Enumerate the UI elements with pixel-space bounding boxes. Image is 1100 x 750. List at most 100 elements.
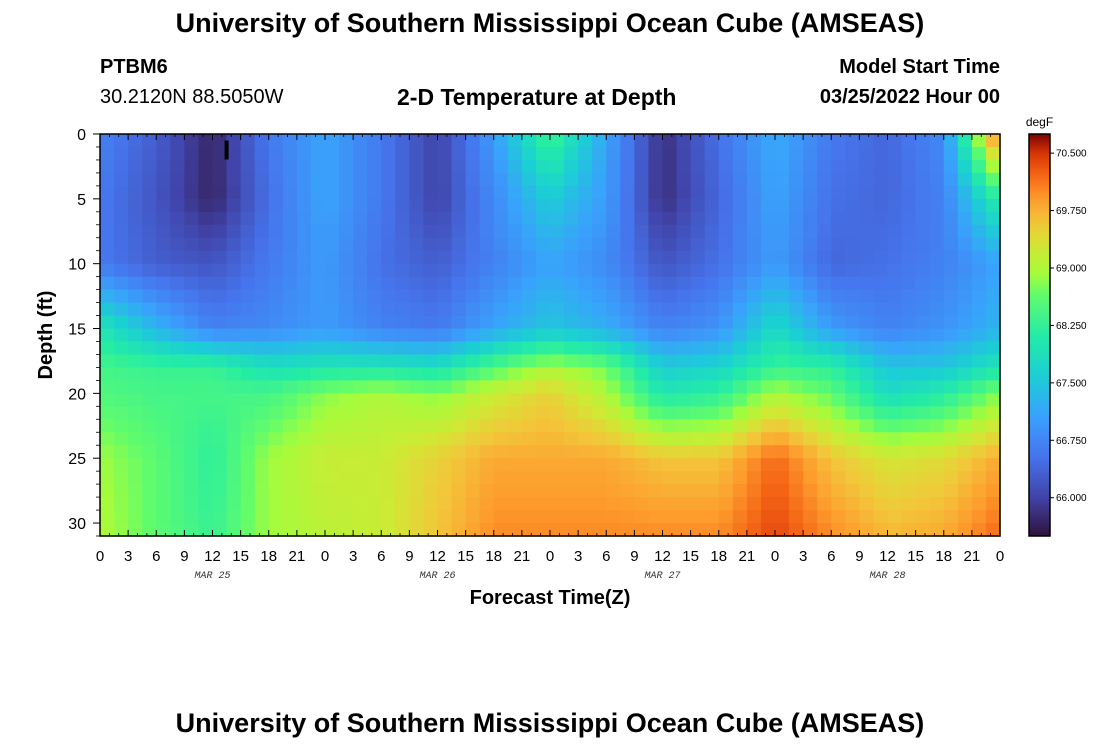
heatmap-cell xyxy=(831,393,846,407)
heatmap-cell xyxy=(381,159,396,174)
heatmap-cell xyxy=(451,393,467,407)
heatmap-cell xyxy=(451,172,467,187)
heatmap-cell xyxy=(296,419,312,433)
heatmap-cell xyxy=(957,406,973,420)
heatmap-cell xyxy=(704,432,720,446)
heatmap-cell xyxy=(957,146,973,161)
heatmap-cell xyxy=(437,510,453,524)
heatmap-cell xyxy=(929,445,945,459)
heatmap-cell xyxy=(901,172,917,187)
heatmap-cell xyxy=(634,250,650,265)
heatmap-cell xyxy=(282,276,298,291)
heatmap-cell xyxy=(985,276,1001,291)
heatmap-cell xyxy=(339,523,354,537)
heatmap-cell xyxy=(648,341,664,356)
heatmap-cell xyxy=(310,406,326,420)
heatmap-cell xyxy=(803,497,818,511)
x-tick-label: 21 xyxy=(739,548,756,565)
heatmap-cell xyxy=(985,497,1001,511)
heatmap-cell xyxy=(704,393,720,407)
heatmap-cell xyxy=(775,315,790,330)
heatmap-cell xyxy=(493,302,509,317)
heatmap-cell xyxy=(873,263,889,278)
x-tick-label: 15 xyxy=(232,548,249,565)
heatmap-cell xyxy=(156,146,171,161)
heatmap-cell xyxy=(395,497,410,511)
heatmap-cell xyxy=(381,276,396,291)
heatmap-cell xyxy=(985,458,1001,472)
heatmap-cell xyxy=(606,497,621,511)
heatmap-cell xyxy=(985,484,1001,498)
heatmap-cell xyxy=(915,354,931,369)
heatmap-cell xyxy=(887,237,903,252)
heatmap-cell xyxy=(170,263,185,278)
heatmap-cell xyxy=(592,523,607,537)
heatmap-cell xyxy=(746,185,762,200)
heatmap-cell xyxy=(648,523,664,537)
heatmap-cell xyxy=(451,341,467,356)
heatmap-cell xyxy=(353,276,368,291)
heatmap-cell xyxy=(690,497,706,511)
heatmap-cell xyxy=(550,159,565,174)
heatmap-cell xyxy=(465,510,481,524)
heatmap-cell xyxy=(226,224,242,239)
heatmap-cell xyxy=(367,328,382,343)
heatmap-cell xyxy=(662,484,678,498)
heatmap-cell xyxy=(943,250,959,265)
heatmap-cell xyxy=(971,445,987,459)
heatmap-cell xyxy=(535,276,551,291)
heatmap-cell xyxy=(128,134,143,148)
heatmap-cell xyxy=(437,419,453,433)
heatmap-cell xyxy=(451,419,467,433)
heatmap-cell xyxy=(521,328,537,343)
heatmap-cell xyxy=(240,419,256,433)
heatmap-cell xyxy=(212,393,228,407)
heatmap-cell xyxy=(718,237,734,252)
heatmap-cell xyxy=(760,263,776,278)
x-tick-label: 0 xyxy=(546,548,554,565)
date-label: MAR 25 xyxy=(194,571,230,582)
heatmap-cell xyxy=(831,484,846,498)
heatmap-cell xyxy=(100,458,115,472)
heatmap-cell xyxy=(226,419,242,433)
heatmap-cell xyxy=(789,445,804,459)
heatmap-cell xyxy=(746,289,762,304)
heatmap-cell xyxy=(479,146,495,161)
heatmap-cell xyxy=(100,419,115,433)
heatmap-cell xyxy=(465,224,481,239)
heatmap-cell xyxy=(957,458,973,472)
heatmap-cell xyxy=(746,134,762,148)
heatmap-cell xyxy=(114,458,129,472)
heatmap-cell xyxy=(606,445,621,459)
heatmap-cell xyxy=(564,432,579,446)
heatmap-cell xyxy=(353,484,368,498)
heatmap-cell xyxy=(676,510,692,524)
heatmap-cell xyxy=(142,315,157,330)
heatmap-cell xyxy=(915,406,931,420)
heatmap-cell xyxy=(648,445,664,459)
heatmap-cell xyxy=(845,315,860,330)
heatmap-cell xyxy=(971,146,987,161)
heatmap-cell xyxy=(395,146,410,161)
heatmap-cell xyxy=(634,198,650,213)
heatmap-cell xyxy=(479,211,495,226)
heatmap-cell xyxy=(184,497,200,511)
heatmap-cell xyxy=(325,250,340,265)
heatmap-cell xyxy=(929,276,945,291)
heatmap-cell xyxy=(128,471,143,485)
heatmap-cell xyxy=(957,419,973,433)
heatmap-cell xyxy=(381,367,396,381)
heatmap-cell xyxy=(859,198,875,213)
heatmap-cell xyxy=(845,276,860,291)
x-tick-label: 18 xyxy=(935,548,952,565)
heatmap-cell xyxy=(971,497,987,511)
heatmap-cell xyxy=(634,523,650,537)
heatmap-cell xyxy=(465,134,481,148)
heatmap-cell xyxy=(634,432,650,446)
heatmap-cell xyxy=(648,250,664,265)
heatmap-cell xyxy=(648,380,664,394)
heatmap-cell xyxy=(479,354,495,369)
heatmap-cell xyxy=(156,185,171,200)
heatmap-cell xyxy=(212,224,228,239)
heatmap-cell xyxy=(592,328,607,343)
